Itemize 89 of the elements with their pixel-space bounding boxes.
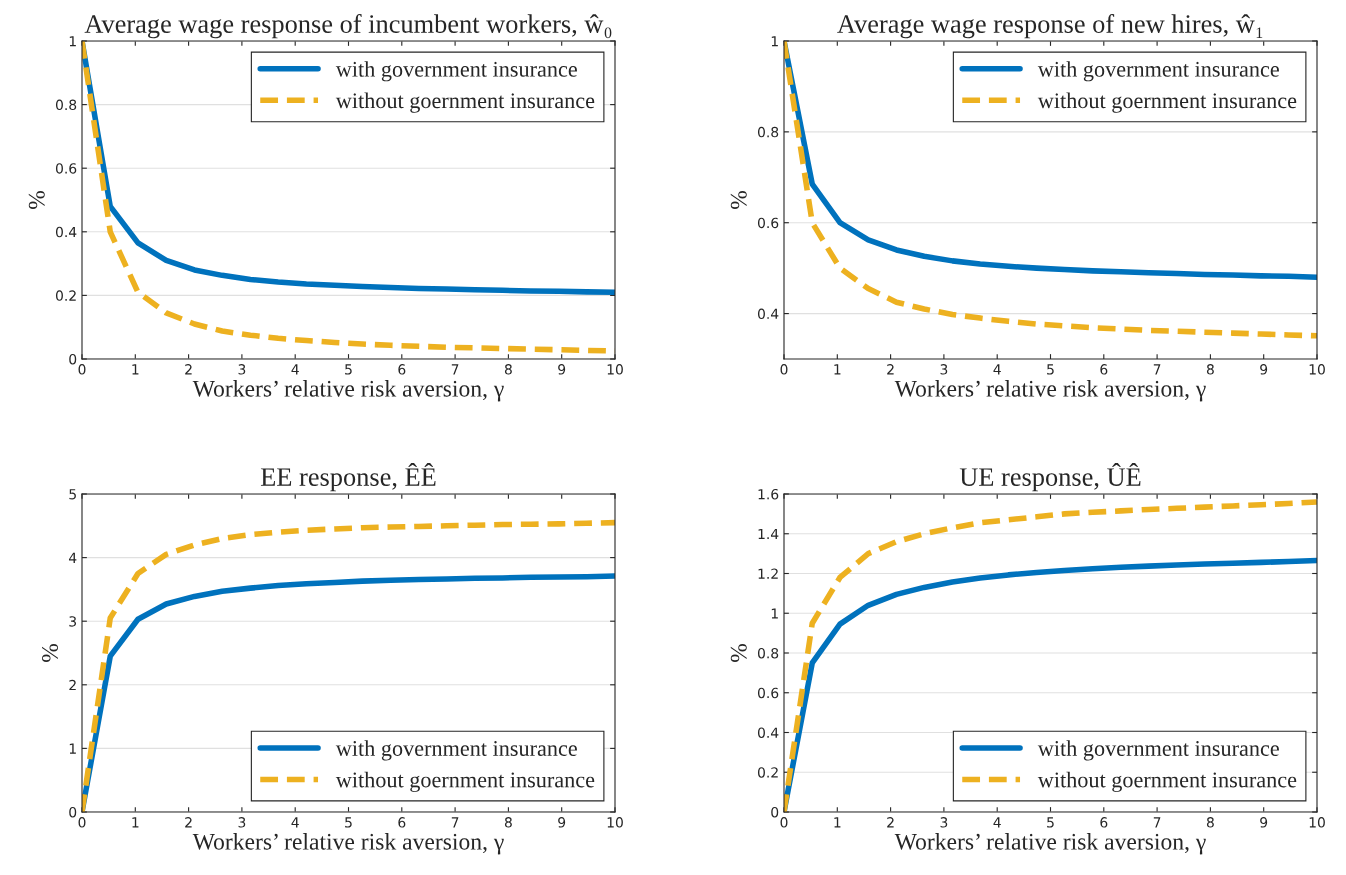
- y-tick-label: 0.6: [757, 217, 779, 229]
- y-tick-label: 0.4: [757, 308, 779, 320]
- y-tick-label: 0.4: [55, 226, 77, 238]
- x-tick-label: 1: [132, 817, 139, 828]
- x-tick-label: 3: [940, 364, 948, 375]
- x-tick-label: 8: [504, 817, 512, 828]
- legend-label: without goernment insurance: [335, 92, 595, 113]
- x-tick-label: 4: [291, 817, 299, 828]
- x-tick-label: 4: [993, 817, 1001, 828]
- x-tick-label: 1: [834, 364, 841, 375]
- x-tick-label: 4: [993, 364, 1001, 375]
- y-tick-label: 1: [69, 743, 76, 754]
- y-tick-label: 1: [771, 608, 778, 619]
- y-tick-label: 0: [771, 806, 779, 818]
- x-axis-title: Workers’ relative risk aversion, γ: [894, 833, 1206, 855]
- y-tick-label: 0.8: [55, 99, 77, 111]
- y-tick-label: 3: [69, 616, 77, 627]
- y-tick-label: 0.8: [757, 647, 779, 659]
- legend-label: without goernment insurance: [335, 771, 595, 792]
- x-tick-label: 1: [834, 817, 841, 828]
- y-axis-title: %: [730, 643, 747, 663]
- legend-label: with government insurance: [335, 740, 577, 761]
- x-tick-label: 6: [398, 364, 406, 375]
- x-tick-label: 8: [504, 364, 512, 375]
- chart-title: Average wage response of incumbent workers, ŵ₀: [84, 14, 612, 39]
- x-tick-label: 4: [291, 364, 299, 375]
- y-tick-label: 1.4: [758, 528, 779, 540]
- y-axis-title: %: [730, 190, 747, 210]
- x-tick-label: 10: [607, 817, 623, 828]
- y-tick-label: 5: [69, 489, 76, 500]
- x-axis-title: Workers’ relative risk aversion, γ: [894, 380, 1206, 402]
- y-tick-label: 4: [68, 552, 77, 563]
- chart-title: Average wage response of new hires, ŵ₁: [837, 14, 1263, 39]
- x-tick-label: 2: [185, 817, 192, 828]
- x-tick-label: 1: [132, 364, 139, 375]
- y-tick-label: 0: [69, 353, 77, 365]
- x-tick-label: 6: [398, 817, 406, 828]
- chart-title: UE response, ÛÊ: [959, 463, 1141, 492]
- x-tick-label: 0: [780, 817, 788, 828]
- y-tick-label: 1: [69, 36, 76, 47]
- x-tick-label: 8: [1206, 817, 1214, 828]
- legend-label: with government insurance: [1037, 740, 1279, 761]
- x-tick-label: 9: [1260, 364, 1268, 375]
- y-axis-title: %: [42, 643, 59, 663]
- x-axis-title: Workers’ relative risk aversion, γ: [192, 380, 504, 402]
- x-tick-label: 10: [1309, 364, 1325, 375]
- x-tick-label: 3: [238, 817, 246, 828]
- legend-label: without goernment insurance: [1037, 771, 1297, 792]
- x-tick-label: 9: [558, 817, 566, 828]
- x-tick-label: 5: [345, 364, 352, 375]
- x-tick-label: 7: [451, 817, 459, 828]
- legend-label: without goernment insurance: [1037, 92, 1297, 113]
- x-tick-label: 3: [238, 364, 246, 375]
- x-tick-label: 10: [607, 364, 623, 375]
- x-tick-label: 6: [1100, 817, 1108, 828]
- y-tick-label: 1: [771, 36, 778, 47]
- x-tick-label: 0: [78, 817, 86, 828]
- x-tick-label: 7: [1153, 364, 1161, 375]
- x-tick-label: 0: [78, 364, 86, 375]
- y-tick-label: 0.4: [757, 727, 779, 738]
- x-tick-label: 10: [1309, 817, 1325, 828]
- y-tick-label: 0.6: [55, 163, 77, 174]
- x-tick-label: 2: [887, 364, 894, 375]
- y-tick-label: 0.6: [757, 687, 779, 699]
- x-tick-label: 0: [780, 364, 788, 375]
- y-tick-label: 0.8: [757, 126, 779, 138]
- x-axis-title: Workers’ relative risk aversion, γ: [192, 833, 504, 855]
- x-tick-label: 6: [1100, 364, 1108, 375]
- y-tick-label: 0.2: [757, 767, 778, 778]
- x-tick-label: 9: [558, 364, 566, 375]
- y-axis-title: %: [28, 190, 45, 210]
- legend-label: with government insurance: [335, 61, 577, 82]
- x-tick-label: 8: [1206, 364, 1214, 375]
- y-tick-label: 0.2: [55, 290, 76, 301]
- x-tick-label: 5: [1047, 364, 1054, 375]
- chart-title: EE response, ÊÊ: [260, 463, 436, 492]
- y-tick-label: 1.6: [758, 488, 779, 500]
- x-tick-label: 3: [940, 817, 948, 828]
- x-tick-label: 5: [1047, 817, 1054, 828]
- x-tick-label: 7: [1153, 817, 1161, 828]
- x-tick-label: 9: [1260, 817, 1268, 828]
- x-tick-label: 2: [887, 817, 894, 828]
- x-tick-label: 2: [185, 364, 192, 375]
- y-tick-label: 1.2: [758, 568, 778, 579]
- legend-label: with government insurance: [1037, 61, 1279, 82]
- x-tick-label: 7: [451, 364, 459, 375]
- y-tick-label: 0: [69, 806, 77, 818]
- x-tick-label: 5: [345, 817, 352, 828]
- y-tick-label: 2: [69, 679, 76, 691]
